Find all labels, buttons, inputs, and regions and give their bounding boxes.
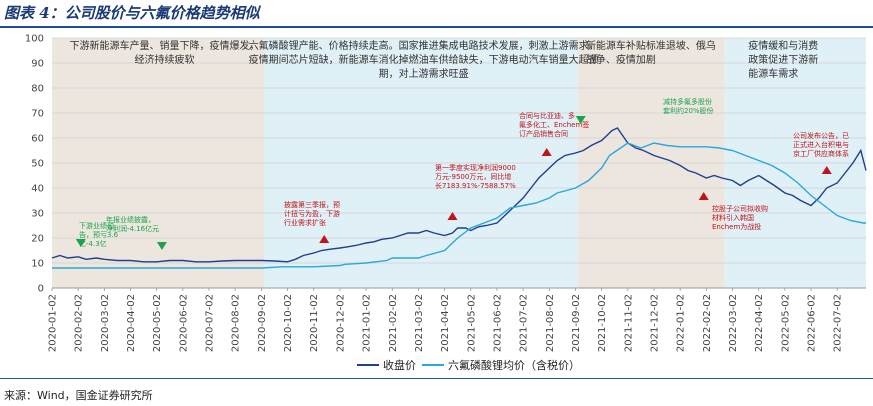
period-note-p1: 经济持续疲软 (135, 53, 195, 66)
x-tick-label: 2021-02-02 (388, 294, 399, 352)
x-tick-label: 2020-07-02 (205, 294, 216, 352)
x-tick-label: 2020-06-02 (178, 294, 189, 352)
annotation-a2-marker-down (156, 242, 167, 250)
y-tick-label: 30 (31, 209, 44, 220)
annotation-a5-text: 氟多化工、Enchem签 (519, 120, 589, 129)
annotation-a8-text: 正式进入台积电与 (793, 140, 849, 149)
y-tick-label: 90 (31, 59, 44, 70)
period-note-p2: 六氟磷酸锂产能、价格持续走高。国家推进集成电路技术发展，刺激上游需求。 (249, 39, 599, 52)
annotation-a2-text: 年报业绩披露， (106, 215, 155, 224)
annotation-a7-marker-up (698, 192, 709, 200)
annotation-a8-text: 公司发布公告，已 (793, 131, 849, 140)
x-tick-label: 2020-02-02 (74, 294, 85, 352)
y-tick-label: 70 (31, 109, 44, 120)
x-tick-label: 2022-07-02 (833, 294, 844, 352)
chart-title: 图表 4：公司股价与六氟价格趋势相似 (4, 4, 260, 22)
y-tick-label: 50 (31, 159, 44, 170)
annotation-a4-text: 长7183.91%-7588.57% (435, 181, 516, 190)
x-axis-ticks: 2020-01-02 2020-02-02 2020-03-02 2020-04-02… (48, 288, 844, 352)
x-tick-label: 2021-09-02 (571, 294, 582, 352)
x-tick-label: 2021-08-02 (545, 294, 556, 352)
x-tick-label: 2022-04-02 (754, 294, 765, 352)
legend: 收盘价 六氟磷酸锂均价（含税价） (357, 358, 580, 372)
series-line-lipf6 (52, 142, 866, 269)
y-tick-label: 10 (31, 259, 44, 270)
y-tick-label: 40 (31, 184, 44, 195)
x-tick-label: 2021-07-02 (519, 294, 530, 352)
annotation-a8-text: 京工厂供应商体系 (793, 149, 849, 158)
x-tick-label: 2021-01-02 (362, 294, 373, 352)
annotation-a5-text: 合同与比亚迪、多 (519, 111, 575, 120)
x-tick-label: 2021-12-02 (649, 294, 660, 352)
annotation-a2-text: 净利润-4.16亿元 (106, 224, 159, 233)
x-tick-label: 2021-06-02 (492, 294, 503, 352)
title-divider (0, 26, 873, 28)
x-tick-label: 2020-10-02 (283, 294, 294, 352)
period-note-p3: 战争、疫情加剧 (586, 53, 656, 66)
annotation-a5-marker-up (541, 148, 552, 156)
annotation-a3-text: 披露第三季报，预 (284, 200, 340, 209)
period-note-p4: 能源车需求 (748, 67, 798, 80)
x-tick-label: 2020-08-02 (231, 294, 242, 352)
x-tick-label: 2020-12-02 (335, 294, 346, 352)
source-divider (0, 378, 873, 379)
period-note-p2: 疫情期间芯片短缺，新能源车消化掉燃油车供给缺失，下游电动汽车销量大超预 (249, 53, 599, 66)
y-axis-ticks: 0 10 20 30 40 50 60 70 80 90 100 (25, 34, 44, 295)
annotation-a4-marker-up (447, 212, 458, 220)
annotation-a3-text: 行业需求扩张 (284, 218, 326, 227)
x-tick-label: 2020-09-02 (257, 294, 268, 352)
annotation-a1-text: 亿-4.3亿 (79, 239, 107, 248)
annotation-a7-text: 控股子公司拟收购 (712, 204, 768, 213)
series-line-stock (51, 127, 867, 263)
chart-svg: 0 10 20 30 40 50 60 70 80 90 100 2020-01-02 2020-02… (25, 34, 867, 372)
annotation-a3-text: 计扭亏为盈，下游 (284, 209, 340, 218)
x-tick-label: 2020-03-02 (100, 294, 111, 352)
y-tick-label: 100 (25, 34, 44, 45)
source-note: 来源：Wind，国金证券研究所 (4, 389, 153, 402)
period-note-p4: 疫情缓和与消费 (748, 39, 818, 52)
annotation-a5-text: 订产品销售合同 (519, 129, 568, 138)
x-tick-label: 2020-11-02 (309, 294, 320, 352)
legend-label-stock: 收盘价 (383, 358, 416, 372)
annotation-a3-marker-up (319, 235, 330, 243)
annotation-a1-marker-down (75, 239, 86, 247)
x-tick-label: 2020-04-02 (126, 294, 137, 352)
x-tick-label: 2020-01-02 (48, 294, 59, 352)
x-tick-label: 2022-06-02 (807, 294, 818, 352)
annotation-a4-text: 第一季度实现净利润9000 (435, 163, 516, 172)
period-note-p2: 期，对上游需求旺盛 (379, 67, 469, 80)
annotation-a6-marker-down (575, 116, 586, 124)
y-tick-label: 60 (31, 134, 44, 145)
x-tick-label: 2022-01-02 (676, 294, 687, 352)
x-tick-label: 2021-05-02 (466, 294, 477, 352)
period-note-p1: 下游新能源车产量、销量下降，疫情爆发， (70, 39, 260, 52)
period-note-p4: 政策促进下游新 (748, 53, 818, 66)
y-tick-label: 0 (38, 284, 44, 295)
y-tick-label: 80 (31, 84, 44, 95)
series-lines (51, 127, 867, 269)
x-tick-label: 2021-11-02 (623, 294, 634, 352)
x-tick-label: 2020-05-02 (152, 294, 163, 352)
x-tick-label: 2022-03-02 (728, 294, 739, 352)
annotation-a6-text: 套利约20%股份 (663, 106, 714, 115)
annotation-a4-text: 万元-9500万元，同比增 (435, 172, 511, 181)
annotation-a1-text: 下游业绩预 (79, 221, 114, 230)
period-notes: 下游新能源车产量、销量下降，疫情爆发，经济持续疲软 六氟磷酸锂产能、价格持续走高。… (70, 39, 819, 80)
x-tick-label: 2022-05-02 (780, 294, 791, 352)
period-note-p3: 新能源车补贴标准退坡、俄乌 (586, 39, 716, 52)
annotation-a7-text: 材料引入韩国 (712, 213, 754, 222)
x-tick-label: 2021-03-02 (414, 294, 425, 352)
annotation-a7-text: Enchem为战投 (712, 222, 761, 231)
y-tick-label: 20 (31, 234, 44, 245)
gridlines (52, 37, 866, 289)
annotation-a1-text: 告，预亏3.6 (79, 230, 119, 239)
annotation-a6-text: 减持多氟多股份 (663, 97, 712, 106)
legend-label-lipf6: 六氟磷酸锂均价（含税价） (448, 358, 580, 372)
x-tick-label: 2021-10-02 (597, 294, 608, 352)
annotation-a8-marker-up (821, 166, 832, 174)
x-tick-label: 2021-04-02 (440, 294, 451, 352)
x-tick-label: 2022-02-02 (702, 294, 713, 352)
